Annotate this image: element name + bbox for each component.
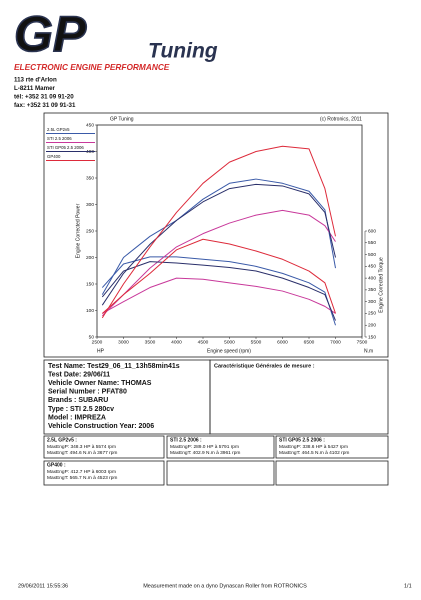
measure-title: Caractéristique Générales de mesure : [214,363,315,369]
info-line: Model : IMPREZA [48,414,106,421]
legend-label: STI GP05 2.5 2006 [47,145,84,150]
result-box [43,460,165,486]
info-line: Vehicle Owner Name: THOMAS [48,380,152,387]
x-tick-label: 5500 [251,339,262,345]
address-line: tél: +352 31 09 91-20 [14,94,74,101]
x-tick-label: 6500 [304,339,315,345]
y2-tick-label: 600 [368,228,376,234]
info-line: Vehicle Construction Year: 2006 [48,423,154,430]
y2-tick-label: 250 [368,311,376,317]
y-unit: HP [97,348,105,354]
x-tick-label: 4000 [171,339,182,345]
empty-box [275,460,389,486]
copyright: (c) Rotronics, 2011 [320,116,362,122]
torque-line [101,238,336,314]
x-tick-label: 7000 [330,339,341,345]
result-title: STI GP05 2.5 2006 : [279,437,325,443]
address-line: 113 rte d'Arlon [14,77,57,84]
y2-axis-label: Engine Corrected Torque [378,257,384,313]
info-line: Type : STI 2.5 280cv [48,406,114,413]
result-line: MaxEngT: 402.9 N.m à 3961 rpm [170,450,240,456]
result-line: MaxEngP: 348.3 HP à 5574 rpm [47,444,116,450]
y-tick-label: 450 [86,122,94,128]
power-line [101,145,336,319]
result-line: MaxEngT: 565.7 N.m à 4523 rpm [47,475,117,481]
torque-line [102,277,336,314]
y2-tick-label: 300 [368,299,376,305]
empty-box [166,460,275,486]
result-title: GP400 : [47,462,66,468]
address-line: fax: +352 31 09 91-31 [14,102,76,109]
x-tick-label: 3000 [118,339,129,345]
footer-datetime: 29/06/2011 15:55:36 [18,583,68,589]
y2-unit: N.m [364,348,373,354]
result-title: 2.5L GP2v5 : [47,437,77,443]
x-tick-label: 5000 [224,339,235,345]
result-box [43,435,165,459]
y2-tick-label: 200 [368,322,376,328]
torque-line [101,261,336,321]
result-line: MaxEngT: 494.6 N.m à 3677 rpm [47,450,117,456]
x-tick-label: 2500 [92,339,103,345]
x-tick-label: 7500 [357,339,368,345]
y2-tick-label: 500 [368,252,376,258]
info-line: Test Name: Test29_06_11_13h58min41s [48,363,180,370]
legend-label: GP400 [47,154,61,159]
y2-tick-label: 550 [368,240,376,246]
info-line: Test Date: 29/06/11 [48,371,110,378]
x-tick-label: 4500 [198,339,209,345]
y-tick-label: 200 [86,255,94,261]
footer-page: 1/1 [404,583,412,589]
y-tick-label: 100 [86,308,94,314]
power-line [101,209,336,317]
legend-label: 2.5L GP2v5 [47,127,70,132]
result-title: STI 2.5 2006 : [170,437,202,443]
chart-title: GP Tuning [110,116,134,122]
result-box [166,435,275,459]
y-tick-label: 250 [86,228,94,234]
x-tick-label: 3500 [145,339,156,345]
footer-note: Measurement made on a dyno Dynascan Roll… [143,583,307,589]
y2-tick-label: 450 [368,264,376,270]
logo-gp: GP [14,6,87,62]
result-line: MaxEngP: 289.0 HP à 5791 rpm [170,444,239,450]
info-line: Brands : SUBARU [48,397,108,404]
y-tick-label: 150 [86,281,94,287]
y-tick-label: 350 [86,175,94,181]
measure-box [209,359,389,435]
x-tick-label: 6000 [277,339,288,345]
info-line: Serial Number : PFAT80 [48,389,127,396]
y2-tick-label: 350 [368,287,376,293]
y-tick-label: 50 [89,334,95,340]
result-box [275,435,389,459]
legend-label: STI 2.5 2006 [47,136,72,141]
y2-tick-label: 150 [368,334,376,340]
tagline: ELECTRONIC ENGINE PERFORMANCE [14,62,170,72]
y2-tick-label: 400 [368,275,376,281]
result-line: MaxEngT: 464.5 N.m à 4102 rpm [279,450,349,456]
x-axis-label: Engine speed (rpm) [207,348,251,354]
chart-frame [43,112,389,358]
result-line: MaxEngP: 338.6 HP à 5427 rpm [279,444,348,450]
y-tick-label: 300 [86,202,94,208]
power-line [101,178,336,295]
logo-tuning: Tuning [148,40,218,63]
y-axis-label: Engine Corrected Power [75,203,81,258]
result-line: MaxEngP: 412.7 HP à 6003 rpm [47,469,116,475]
address-line: L-8211 Mamer [14,85,56,92]
power-line [101,183,336,306]
